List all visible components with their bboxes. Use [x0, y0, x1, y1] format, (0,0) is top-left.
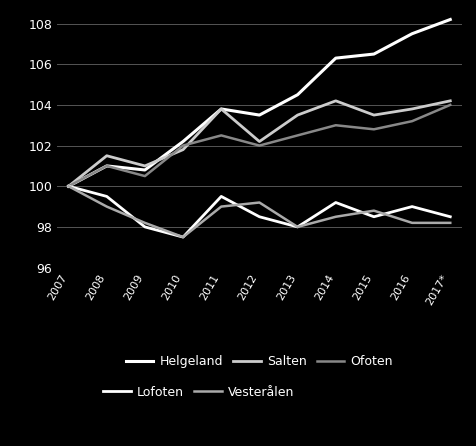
Salten — [180, 147, 186, 153]
Ofoten — [142, 173, 148, 179]
Lofoten — [257, 214, 262, 219]
Line: Salten: Salten — [69, 101, 450, 186]
Salten — [333, 98, 338, 103]
Legend: Lofoten, Vesterålen: Lofoten, Vesterålen — [98, 380, 299, 404]
Line: Helgeland: Helgeland — [69, 20, 450, 186]
Lofoten — [180, 235, 186, 240]
Vesterålen — [371, 208, 377, 213]
Helgeland — [218, 106, 224, 112]
Ofoten — [447, 102, 453, 107]
Vesterålen — [257, 200, 262, 205]
Helgeland — [104, 163, 109, 169]
Vesterålen — [447, 220, 453, 226]
Lofoten — [409, 204, 415, 209]
Helgeland — [295, 92, 300, 97]
Lofoten — [447, 214, 453, 219]
Vesterålen — [142, 220, 148, 226]
Salten — [257, 139, 262, 144]
Helgeland — [371, 51, 377, 57]
Helgeland — [66, 184, 71, 189]
Lofoten — [66, 184, 71, 189]
Salten — [66, 184, 71, 189]
Salten — [447, 98, 453, 103]
Vesterålen — [295, 224, 300, 230]
Ofoten — [180, 143, 186, 148]
Ofoten — [295, 133, 300, 138]
Line: Ofoten: Ofoten — [69, 105, 450, 186]
Salten — [409, 106, 415, 112]
Lofoten — [142, 224, 148, 230]
Ofoten — [66, 184, 71, 189]
Lofoten — [104, 194, 109, 199]
Vesterålen — [218, 204, 224, 209]
Lofoten — [333, 200, 338, 205]
Salten — [295, 112, 300, 118]
Line: Lofoten: Lofoten — [69, 186, 450, 237]
Salten — [104, 153, 109, 158]
Ofoten — [333, 123, 338, 128]
Salten — [218, 106, 224, 112]
Vesterålen — [180, 235, 186, 240]
Helgeland — [142, 167, 148, 173]
Ofoten — [409, 119, 415, 124]
Helgeland — [257, 112, 262, 118]
Vesterålen — [104, 204, 109, 209]
Vesterålen — [66, 184, 71, 189]
Lofoten — [295, 224, 300, 230]
Line: Vesterålen: Vesterålen — [69, 186, 450, 237]
Ofoten — [257, 143, 262, 148]
Ofoten — [218, 133, 224, 138]
Vesterålen — [409, 220, 415, 226]
Helgeland — [333, 55, 338, 61]
Helgeland — [447, 17, 453, 22]
Ofoten — [371, 127, 377, 132]
Helgeland — [409, 31, 415, 37]
Vesterålen — [333, 214, 338, 219]
Lofoten — [218, 194, 224, 199]
Salten — [142, 163, 148, 169]
Helgeland — [180, 139, 186, 144]
Lofoten — [371, 214, 377, 219]
Ofoten — [104, 163, 109, 169]
Salten — [371, 112, 377, 118]
